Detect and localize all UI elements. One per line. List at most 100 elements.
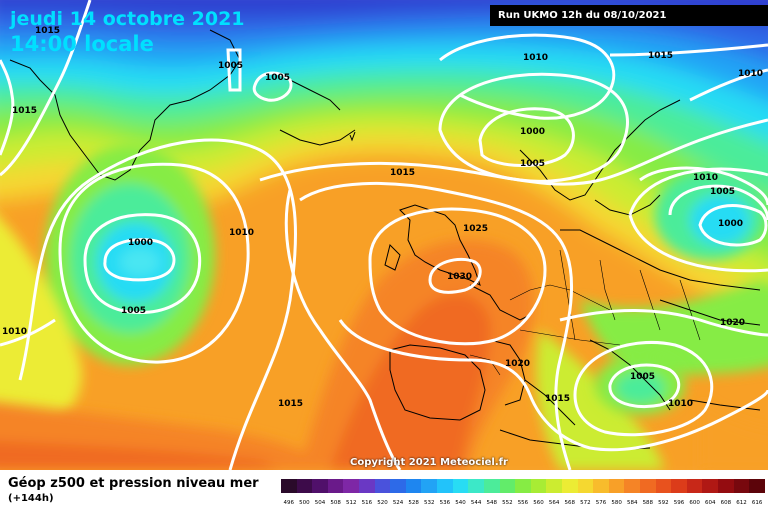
scale-label: 584 <box>626 500 638 506</box>
isobar-1015-ne <box>609 43 768 57</box>
scale-swatch <box>593 479 609 493</box>
svg-text:1015: 1015 <box>278 399 303 409</box>
copyright-text: Copyright 2021 Meteociel.fr <box>350 457 508 468</box>
svg-text:1005: 1005 <box>520 159 545 169</box>
forecast-date: jeudi 14 octobre 2021 <box>10 8 245 30</box>
isobar-1030-uk <box>428 257 482 294</box>
svg-text:1010: 1010 <box>738 69 763 79</box>
isobar-1020-ridge <box>299 181 574 470</box>
coastlines <box>9 29 761 451</box>
forecast-time: 14:00 locale <box>10 32 154 56</box>
isobar-1010-atl <box>58 162 250 364</box>
scale-label: 580 <box>611 500 622 506</box>
scale-label: 524 <box>392 500 404 506</box>
svg-text:1010: 1010 <box>2 327 27 337</box>
svg-text:1020: 1020 <box>720 318 745 328</box>
model-run-label: Run UKMO 12h du 08/10/2021 <box>490 5 768 26</box>
svg-text:1005: 1005 <box>218 61 243 71</box>
scale-label: 552 <box>502 500 513 506</box>
isobar-1000-baltic <box>698 204 768 247</box>
scale-swatch <box>281 479 297 493</box>
isobar-1005-baltic <box>668 184 768 221</box>
scale-swatch <box>499 479 516 493</box>
scale-swatch <box>546 479 562 493</box>
scale-label: 588 <box>642 500 654 506</box>
svg-text:1000: 1000 <box>520 127 545 137</box>
scale-label: 528 <box>408 500 419 506</box>
svg-text:1015: 1015 <box>12 106 37 116</box>
scale-label: 592 <box>658 500 669 506</box>
scale-label: 560 <box>533 500 544 506</box>
svg-text:1015: 1015 <box>545 394 570 404</box>
svg-text:1010: 1010 <box>668 399 693 409</box>
scale-label: 576 <box>595 500 607 506</box>
scale-swatch <box>655 479 672 493</box>
scale-label: 504 <box>314 500 326 506</box>
scale-swatch <box>405 479 422 493</box>
scale-swatch <box>515 479 531 493</box>
scale-swatch <box>624 479 641 493</box>
scale-label: 548 <box>486 500 497 506</box>
isobar-1010-greece <box>573 340 714 437</box>
scale-swatch <box>437 479 453 493</box>
svg-text:1015: 1015 <box>35 26 60 36</box>
scale-swatch <box>468 479 484 493</box>
scale-label: 536 <box>439 500 451 506</box>
scale-swatch <box>671 479 687 493</box>
isobar-1010-ne-edge <box>689 68 768 102</box>
svg-text:1015: 1015 <box>648 51 673 61</box>
isobar-1005-greece <box>608 363 681 409</box>
scale-label: 572 <box>580 500 591 506</box>
svg-text:1005: 1005 <box>630 372 655 382</box>
color-scale <box>281 479 765 493</box>
isobar-1015-iberia <box>338 319 768 452</box>
isobar-labels: 1015 1005 1005 1015 1010 1015 1010 1000 … <box>2 26 763 409</box>
scale-label: 508 <box>330 500 341 506</box>
scale-swatch <box>483 479 500 493</box>
scale-label: 596 <box>673 500 685 506</box>
isobars <box>0 0 768 470</box>
scale-swatch <box>577 479 594 493</box>
isobar-1005-greenland-b <box>252 71 293 102</box>
scale-swatch <box>296 479 313 493</box>
scale-swatch <box>561 479 578 493</box>
scale-label: 568 <box>564 500 576 506</box>
scale-swatch <box>530 479 547 493</box>
scale-label: 604 <box>705 500 716 506</box>
scale-label: 600 <box>689 500 700 506</box>
scale-swatch <box>733 479 750 493</box>
isobar-1010-baltic-outer <box>628 167 768 273</box>
isobar-1015-left <box>0 59 15 156</box>
svg-text:1010: 1010 <box>523 53 548 63</box>
scale-label: 540 <box>455 500 466 506</box>
geopotential-map: 1015 1005 1005 1015 1010 1015 1010 1000 … <box>0 0 768 470</box>
svg-text:1015: 1015 <box>390 168 415 178</box>
scale-label: 512 <box>345 500 357 506</box>
isobar-1015-atl-outer <box>18 138 298 470</box>
scale-label: 564 <box>548 500 560 506</box>
scale-swatch <box>327 479 344 493</box>
isobar-1010-west <box>0 318 56 347</box>
svg-text:1005: 1005 <box>710 187 735 197</box>
svg-text:1025: 1025 <box>463 224 488 234</box>
scale-label: 612 <box>736 500 747 506</box>
color-scale-labels: 496 500 504 508 512 516 520 524 528 532 536 540 544 5… <box>281 500 765 510</box>
svg-text:1010: 1010 <box>693 173 718 183</box>
scale-swatch <box>359 479 375 493</box>
isobar-1015-centertop <box>259 118 768 186</box>
svg-text:1020: 1020 <box>505 359 530 369</box>
svg-text:1005: 1005 <box>121 306 146 316</box>
svg-text:1010: 1010 <box>229 228 254 238</box>
scale-swatch <box>452 479 469 493</box>
map-title: Géop z500 et pression niveau mer <box>8 476 259 491</box>
isobar-1010-baltic <box>639 166 768 206</box>
scale-swatch <box>718 479 734 493</box>
scale-label: 500 <box>299 500 310 506</box>
scale-swatch <box>608 479 625 493</box>
scale-swatch <box>749 479 765 493</box>
isobar-1000-atl <box>103 238 176 282</box>
scale-label: 616 <box>751 500 763 506</box>
isobar-1025-uk <box>368 207 547 346</box>
svg-text:1030: 1030 <box>447 272 472 282</box>
scale-swatch <box>686 479 703 493</box>
